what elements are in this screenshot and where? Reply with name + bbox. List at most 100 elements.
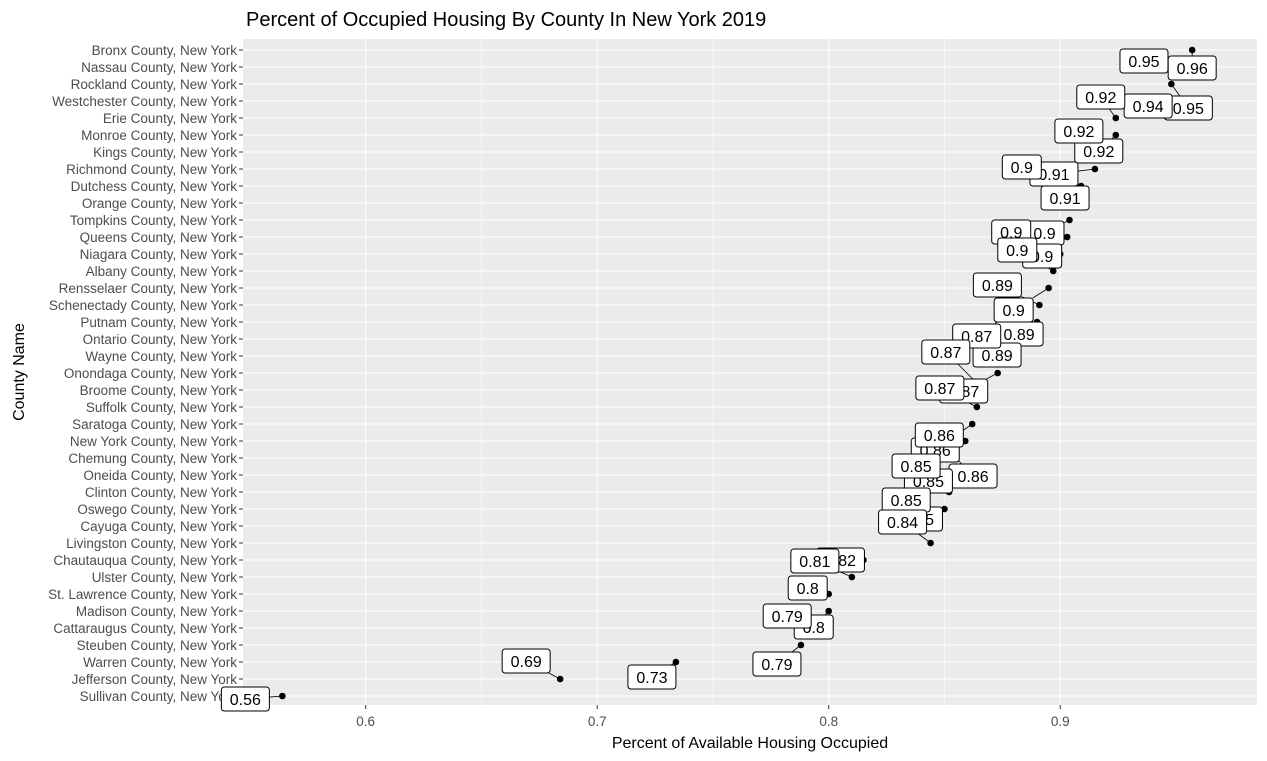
data-point bbox=[556, 675, 564, 683]
data-label-box bbox=[627, 664, 677, 690]
data-label-box bbox=[1054, 118, 1104, 144]
data-point bbox=[1036, 301, 1043, 309]
x-tick-label: 0.9 bbox=[1051, 714, 1070, 729]
y-tick-label: Erie County, New York bbox=[103, 111, 237, 126]
data-label: 0.81 bbox=[790, 548, 840, 574]
data-label: 0.85 bbox=[891, 453, 941, 479]
data-point bbox=[973, 403, 981, 411]
data-label-box bbox=[878, 509, 928, 535]
y-axis-title: County Name bbox=[11, 323, 28, 421]
y-tick-label: Sullivan County, New York bbox=[80, 689, 238, 704]
data-label-text: 0.9 bbox=[1011, 160, 1033, 177]
data-label: 0.79 bbox=[762, 603, 812, 629]
y-tick-label: Wayne County, New York bbox=[85, 349, 237, 364]
y-tick-label: Queens County, New York bbox=[80, 230, 238, 245]
data-label-text: 0.69 bbox=[511, 654, 542, 671]
data-point bbox=[1045, 284, 1052, 292]
data-point bbox=[279, 692, 286, 700]
data-label-box bbox=[1001, 154, 1042, 180]
data-label-text: 0.89 bbox=[982, 278, 1013, 295]
data-label-text: 0.95 bbox=[1173, 101, 1204, 118]
data-label-text: 0.9 bbox=[1003, 303, 1025, 320]
chart-title: Percent of Occupied Housing By County In… bbox=[246, 9, 766, 31]
data-label: 0.69 bbox=[501, 648, 551, 674]
y-tick-label: Chemung County, New York bbox=[68, 451, 237, 466]
data-label-box bbox=[1076, 84, 1126, 110]
data-label: 0.96 bbox=[1167, 55, 1217, 81]
data-label-text: 0.81 bbox=[799, 554, 830, 571]
data-label-text: 0.94 bbox=[1133, 99, 1164, 116]
data-label-text: 0.9 bbox=[1033, 226, 1055, 243]
data-label: 0.86 bbox=[914, 422, 964, 448]
data-point bbox=[848, 573, 856, 581]
data-point bbox=[672, 658, 680, 666]
y-tick-label: Albany County, New York bbox=[86, 264, 238, 279]
data-label-text: 0.86 bbox=[957, 469, 988, 486]
data-label: 0.89 bbox=[972, 342, 1022, 368]
y-tick-label: Suffolk County, New York bbox=[86, 400, 237, 415]
data-label: 0.95 bbox=[1163, 95, 1213, 121]
data-label-box bbox=[915, 375, 965, 401]
y-tick-label: New York County, New York bbox=[70, 434, 237, 449]
x-tick-label: 0.8 bbox=[819, 714, 838, 729]
data-point bbox=[1063, 233, 1071, 241]
data-label-text: 0.89 bbox=[1003, 327, 1034, 344]
data-label-box bbox=[891, 453, 941, 479]
data-label-box bbox=[972, 272, 1022, 298]
x-axis-ticks: 0.6 0.7 0.8 0.9 bbox=[356, 705, 1070, 729]
y-tick-label: Saratoga County, New York bbox=[72, 417, 237, 432]
data-point bbox=[1066, 216, 1073, 224]
data-label: 0.87 bbox=[921, 339, 971, 365]
y-tick-label: Dutchess County, New York bbox=[71, 179, 238, 194]
y-tick-label: Oneida County, New York bbox=[83, 468, 237, 483]
y-tick-label: Broome County, New York bbox=[80, 383, 238, 398]
data-point bbox=[797, 641, 805, 649]
y-tick-label: Ulster County, New York bbox=[92, 570, 238, 585]
y-axis-ticks: Bronx County, New York Nassau County, New… bbox=[48, 43, 243, 704]
y-tick-label: Cattaraugus County, New York bbox=[53, 621, 237, 636]
data-label-box bbox=[914, 422, 964, 448]
x-axis-title: Percent of Available Housing Occupied bbox=[612, 735, 888, 752]
data-point bbox=[927, 539, 934, 547]
data-label-text: 0.92 bbox=[1083, 144, 1114, 161]
data-point bbox=[825, 607, 833, 615]
data-label: 0.79 bbox=[752, 651, 802, 677]
data-label: 0.89 bbox=[972, 272, 1022, 298]
data-label-text: 0.8 bbox=[797, 581, 819, 598]
y-tick-label: Schenectady County, New York bbox=[49, 298, 237, 313]
y-tick-label: Livingston County, New York bbox=[66, 536, 237, 551]
data-label-text: 0.79 bbox=[772, 609, 803, 626]
data-label: 0.84 bbox=[878, 509, 928, 535]
data-label-text: 0.56 bbox=[230, 692, 261, 709]
data-label-text: 0.95 bbox=[1128, 54, 1159, 71]
y-tick-label: Rensselaer County, New York bbox=[59, 281, 238, 296]
data-label: 0.9 bbox=[997, 237, 1038, 263]
y-tick-label: Putnam County, New York bbox=[80, 315, 237, 330]
y-tick-label: Orange County, New York bbox=[82, 196, 237, 211]
data-label: 0.94 bbox=[1123, 93, 1173, 119]
data-label-text: 0.91 bbox=[1049, 191, 1080, 208]
data-point bbox=[968, 420, 976, 428]
data-label: 0.87 bbox=[915, 375, 965, 401]
data-label-text: 0.96 bbox=[1177, 61, 1208, 78]
data-label-text: 0.9 bbox=[1006, 243, 1028, 260]
data-label: 0.56 bbox=[220, 686, 270, 712]
data-label: 0.73 bbox=[627, 664, 677, 690]
data-label-box bbox=[752, 651, 802, 677]
data-label-text: 0.87 bbox=[924, 381, 955, 398]
data-label: 0.8 bbox=[787, 575, 828, 601]
data-point bbox=[1168, 80, 1175, 88]
data-label: 0.92 bbox=[1074, 138, 1124, 164]
data-label-text: 0.86 bbox=[924, 428, 955, 445]
y-tick-label: Steuben County, New York bbox=[77, 638, 238, 653]
data-label: 0.86 bbox=[948, 463, 998, 489]
data-label-box bbox=[762, 603, 812, 629]
y-tick-label: Bronx County, New York bbox=[92, 43, 238, 58]
data-label-box bbox=[1040, 185, 1090, 211]
data-label-text: 0.73 bbox=[636, 670, 667, 687]
data-label-box bbox=[997, 237, 1038, 263]
data-label-text: 0.92 bbox=[1063, 124, 1094, 141]
y-tick-label: Tompkins County, New York bbox=[70, 213, 237, 228]
data-label-box bbox=[787, 575, 828, 601]
